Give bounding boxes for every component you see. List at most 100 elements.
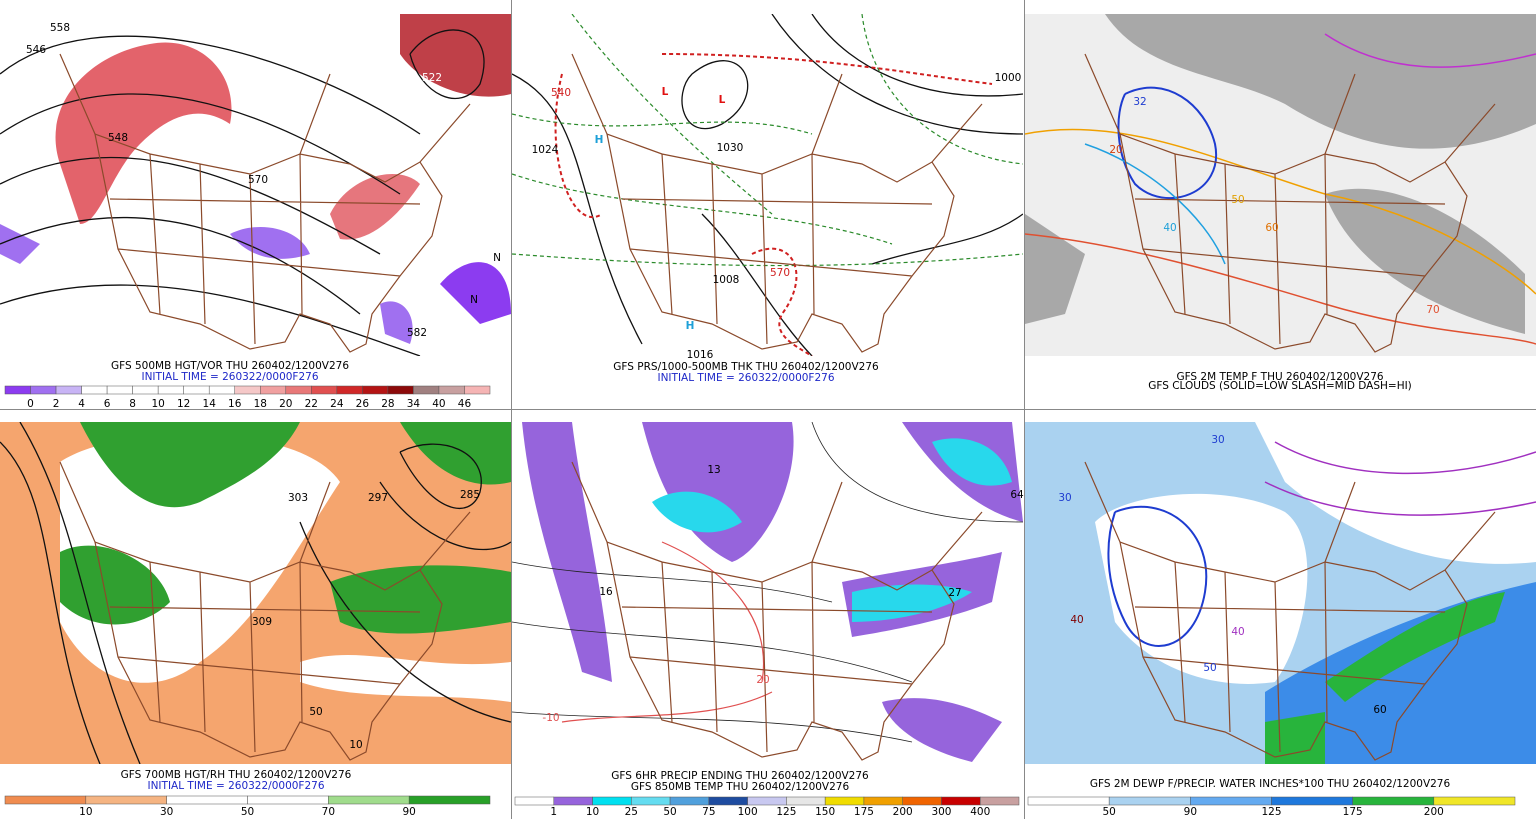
- legend-label: 10: [586, 806, 599, 818]
- legend-swatch: [1108, 796, 1191, 806]
- legend-swatch: [247, 795, 329, 805]
- legend-label: 10: [151, 398, 164, 410]
- legend-label: 125: [1261, 806, 1281, 818]
- map-label: 558: [50, 22, 70, 34]
- legend-swatch: [408, 795, 491, 805]
- map-label: 50: [1203, 662, 1216, 674]
- map-label: 1016: [687, 349, 714, 361]
- legend-label: 18: [254, 398, 267, 410]
- map-label: 570: [770, 267, 790, 279]
- legend-swatch: [183, 385, 210, 395]
- legend-label: 90: [1184, 806, 1197, 818]
- map-label: 30: [1058, 492, 1071, 504]
- legend-swatch: [941, 796, 981, 806]
- legend-label: 10: [79, 806, 92, 818]
- legend-swatch: [234, 385, 261, 395]
- legend-swatch: [438, 385, 465, 395]
- map-dewpoint: [1025, 422, 1536, 764]
- legend-swatch: [55, 385, 82, 395]
- legend-swatch: [362, 385, 389, 395]
- legend-label: 400: [970, 806, 990, 818]
- legend-swatch: [669, 796, 710, 806]
- legend-label: 1: [550, 806, 557, 818]
- legend-label: 40: [432, 398, 445, 410]
- legend-swatch: [208, 385, 235, 395]
- legend-label: 150: [815, 806, 835, 818]
- legend-label: 50: [241, 806, 254, 818]
- map-label: H: [595, 134, 604, 146]
- legend-swatch: [863, 796, 903, 806]
- legend-label: 175: [1343, 806, 1363, 818]
- map-label: L: [662, 86, 669, 98]
- map-label: 522: [422, 72, 442, 84]
- legend-swatch: [85, 795, 167, 805]
- legend-swatch: [336, 385, 363, 395]
- caption: GFS PRS/1000-500MB THK THU 260402/1200V2…: [613, 361, 879, 373]
- legend-swatch: [413, 385, 440, 395]
- legend-label: 6: [104, 398, 111, 410]
- legend-swatch: [747, 796, 787, 806]
- legend-swatch: [1352, 796, 1435, 806]
- caption: GFS 700MB HGT/RH THU 260402/1200V276: [121, 769, 352, 781]
- legend-label: 26: [356, 398, 370, 410]
- map-label: 10: [349, 739, 362, 751]
- map-pressure: [512, 14, 1023, 356]
- legend-label: 46: [458, 398, 472, 410]
- map-label: 30: [1211, 434, 1224, 446]
- legend-swatch: [786, 796, 826, 806]
- legend-label: 34: [407, 398, 421, 410]
- map-label: 546: [26, 44, 46, 56]
- legend-swatch: [106, 385, 133, 395]
- legend-label: 2: [53, 398, 60, 410]
- caption: INITIAL TIME = 260322/0000F276: [657, 372, 834, 384]
- legend-label: 75: [702, 806, 715, 818]
- map-label: 20: [1109, 144, 1122, 156]
- legend-label: 24: [330, 398, 344, 410]
- legend-label: 200: [893, 806, 913, 818]
- map-label: 60: [1265, 222, 1278, 234]
- map-label: N: [493, 252, 501, 264]
- map-label: 50: [309, 706, 322, 718]
- legend-swatch: [1433, 796, 1516, 806]
- map-label: 27: [948, 587, 961, 599]
- map-label: 548: [108, 132, 128, 144]
- map-label: 540: [551, 87, 571, 99]
- map-label: 309: [252, 616, 272, 628]
- legend-swatch: [902, 796, 942, 806]
- legend-label: 4: [78, 398, 85, 410]
- legend-label: 50: [663, 806, 676, 818]
- caption: GFS 2M TEMP F THU 260402/1200V276: [1176, 371, 1383, 383]
- legend-label: 0: [27, 398, 34, 410]
- legend-label: 25: [625, 806, 638, 818]
- map-label: 1024: [532, 144, 559, 156]
- legend-label: 22: [305, 398, 318, 410]
- legend-swatch: [285, 385, 312, 395]
- legend-label: 200: [1424, 806, 1444, 818]
- legend-swatch: [464, 385, 491, 395]
- legend-swatch: [1271, 796, 1353, 806]
- map-label: 303: [288, 492, 308, 504]
- map-temp: [1025, 14, 1536, 356]
- legend-label: 50: [1102, 806, 1115, 818]
- map-label: 1008: [713, 274, 740, 286]
- caption: GFS 850MB TEMP THU 260402/1200V276: [631, 781, 850, 793]
- legend-label: 100: [738, 806, 758, 818]
- legend-swatch: [592, 796, 632, 806]
- legend-swatch: [631, 796, 671, 806]
- legend-swatch: [260, 385, 287, 395]
- legend-label: 28: [381, 398, 394, 410]
- legend-swatch: [553, 796, 593, 806]
- legend-label: 125: [776, 806, 796, 818]
- caption: GFS 6HR PRECIP ENDING THU 260402/1200V27…: [611, 770, 869, 782]
- map-label: 20: [756, 674, 769, 686]
- map-label: 40: [1070, 614, 1083, 626]
- map-label: 70: [1426, 304, 1439, 316]
- map-label: 1030: [717, 142, 744, 154]
- map-label: 16: [599, 586, 613, 598]
- map-label: 297: [368, 492, 388, 504]
- map-label: 64: [1010, 489, 1024, 501]
- legend-label: 16: [228, 398, 242, 410]
- legend-swatch: [4, 795, 87, 805]
- caption: GFS 500MB HGT/VOR THU 260402/1200V276: [111, 360, 349, 372]
